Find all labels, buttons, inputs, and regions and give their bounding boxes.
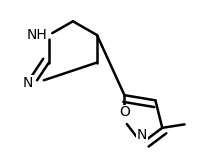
- Text: N: N: [23, 76, 33, 90]
- Text: O: O: [119, 105, 130, 119]
- Text: N: N: [136, 128, 147, 141]
- Text: NH: NH: [26, 28, 47, 42]
